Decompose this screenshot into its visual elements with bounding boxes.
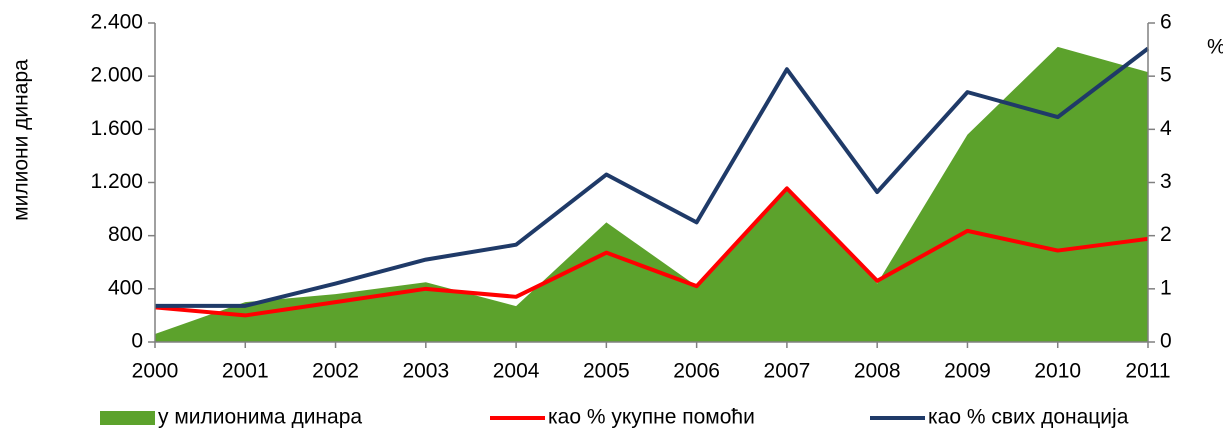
y-tick-label: 0 xyxy=(131,330,143,353)
y-axis-label: милиони динара xyxy=(10,59,33,221)
y-tick-label: 2.400 xyxy=(90,11,143,34)
y2-tick-label: 4 xyxy=(1160,117,1172,140)
y-tick-label: 800 xyxy=(108,223,143,246)
x-tick-label: 2005 xyxy=(583,360,630,383)
y-tick-label: 400 xyxy=(108,276,143,299)
y2-tick-label: 2 xyxy=(1160,223,1172,246)
x-tick-label: 2006 xyxy=(673,360,720,383)
x-tick-label: 2007 xyxy=(764,360,811,383)
area xyxy=(155,46,1148,343)
y-tick-label: 1.200 xyxy=(90,170,143,193)
y2-tick-label: 5 xyxy=(1160,64,1172,87)
legend-label: као % укупне помоћи xyxy=(548,406,755,429)
x-tick-label: 2010 xyxy=(1034,360,1081,383)
y2-axis-label: % xyxy=(1207,36,1223,59)
line xyxy=(155,46,1150,308)
y-tick-label: 2.000 xyxy=(90,64,143,87)
x-tick-label: 2003 xyxy=(402,360,449,383)
x-tick-label: 2004 xyxy=(493,360,540,383)
x-tick-label: 2000 xyxy=(132,360,179,383)
x-tick-label: 2002 xyxy=(312,360,359,383)
y2-tick-label: 1 xyxy=(1160,276,1172,299)
y2-tick-label: 3 xyxy=(1160,170,1172,193)
x-tick-label: 2008 xyxy=(854,360,901,383)
line xyxy=(154,186,1149,318)
legend-swatch xyxy=(100,411,155,425)
x-tick-label: 2009 xyxy=(944,360,991,383)
y-tick-label: 1.600 xyxy=(90,117,143,140)
x-tick-label: 2001 xyxy=(222,360,269,383)
y2-tick-label: 0 xyxy=(1160,330,1172,353)
legend-label: у милионима динара xyxy=(158,406,362,429)
y2-tick-label: 6 xyxy=(1160,11,1172,34)
legend-label: као % свих донација xyxy=(928,406,1129,429)
x-tick-label: 2011 xyxy=(1125,360,1170,383)
